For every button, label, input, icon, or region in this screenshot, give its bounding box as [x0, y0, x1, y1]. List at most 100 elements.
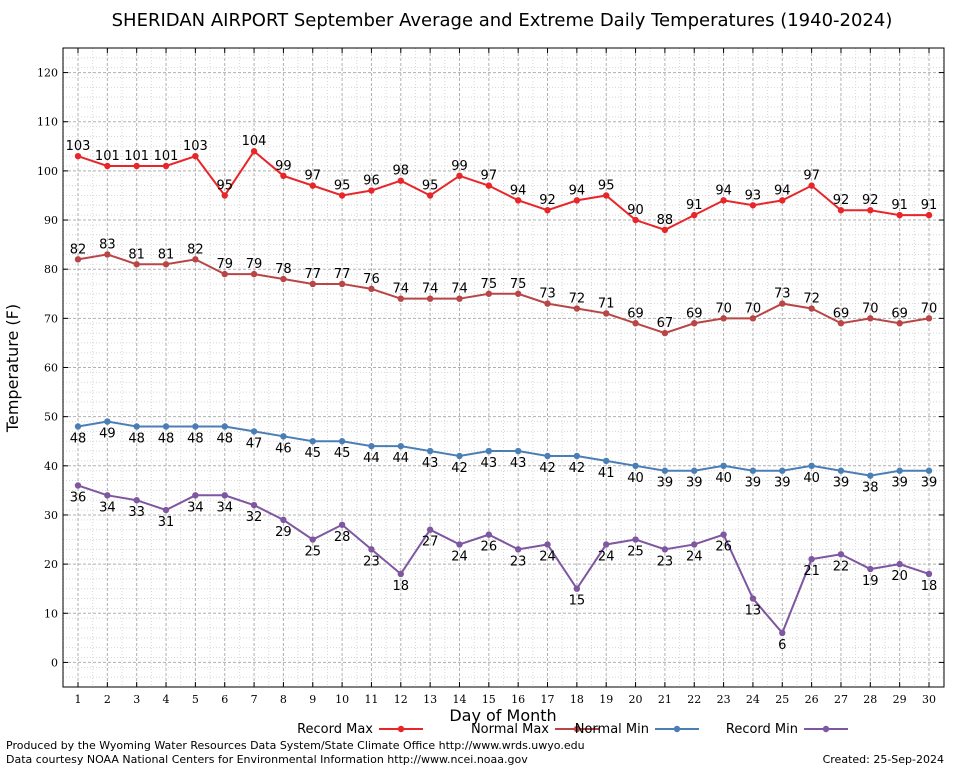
record-max-point	[280, 172, 287, 179]
normal-max-point	[368, 285, 375, 293]
normal-max-data-label: 69	[891, 306, 908, 321]
normal-min-data-label: 38	[862, 481, 879, 496]
x-tick-label: 25	[775, 693, 789, 706]
x-tick-label: 21	[658, 693, 672, 706]
normal-min-data-label: 43	[510, 456, 527, 471]
normal-min-point	[573, 452, 581, 460]
record-max-point	[250, 148, 258, 155]
credit-line-1: Produced by the Wyoming Water Resources …	[6, 739, 585, 752]
normal-min-data-label: 43	[481, 456, 498, 471]
record-min-data-label: 24	[598, 549, 615, 564]
normal-max-point	[74, 256, 82, 263]
normal-min-data-label: 49	[99, 427, 116, 442]
normal-min-data-label: 48	[128, 431, 145, 446]
normal-min-data-label: 45	[334, 446, 351, 461]
record-max-data-label: 97	[803, 169, 820, 184]
normal-min-series: 48 49 48 48 48 48 47 46 45 45 44 44 43 42 43 43 42 42 41 40…	[70, 418, 937, 496]
normal-max-data-label: 72	[803, 292, 820, 307]
normal-max-data-label: 72	[569, 292, 586, 307]
record-max-point	[426, 192, 434, 199]
normal-max-data-label: 73	[774, 287, 791, 302]
normal-min-point	[368, 442, 375, 450]
record-min-data-label: 34	[187, 500, 204, 515]
x-tick-label: 6	[221, 693, 228, 706]
x-tick-label: 17	[541, 693, 555, 706]
record-min-data-label: 13	[745, 604, 762, 619]
record-min-data-label: 29	[275, 525, 292, 540]
normal-max-point	[925, 315, 933, 322]
normal-max-data-label: 75	[510, 277, 527, 292]
x-tick-label: 7	[251, 693, 258, 706]
legend-label-normal-min: Normal Min	[575, 722, 649, 737]
record-min-data-label: 36	[70, 490, 87, 505]
record-min-data-label: 21	[803, 564, 820, 579]
record-max-data-label: 95	[598, 178, 615, 193]
normal-max-point	[808, 305, 815, 312]
record-min-point	[720, 531, 727, 538]
normal-max-data-label: 69	[627, 306, 644, 321]
record-max-point	[485, 182, 493, 189]
normal-max-point	[720, 315, 727, 322]
record-max-point	[632, 216, 639, 224]
normal-min-point	[661, 467, 669, 474]
record-max-data-label: 101	[124, 149, 149, 164]
record-min-data-label: 24	[451, 549, 468, 564]
normal-max-data-label: 70	[745, 301, 762, 316]
y-tick-label: 40	[44, 460, 58, 473]
normal-max-point	[779, 300, 786, 307]
normal-max-point	[896, 320, 903, 327]
normal-min-point	[691, 467, 698, 474]
normal-min-data-label: 48	[216, 431, 233, 446]
record-min-point	[368, 546, 375, 553]
normal-min-data-label: 40	[627, 471, 644, 486]
record-max-point	[867, 207, 874, 214]
record-min-data-label: 27	[422, 535, 439, 550]
normal-min-data-label: 40	[803, 471, 820, 486]
normal-max-data-label: 78	[275, 262, 292, 277]
normal-max-point	[514, 290, 522, 297]
record-min-point	[162, 506, 170, 514]
record-min-data-label: 26	[715, 540, 732, 555]
record-max-data-label: 96	[363, 174, 380, 189]
record-min-point	[133, 497, 140, 504]
record-min-data-label: 15	[569, 594, 586, 609]
record-min-point	[397, 570, 404, 578]
normal-min-point	[632, 462, 639, 470]
normal-min-data-label: 39	[774, 476, 791, 491]
record-max-data-label: 103	[66, 139, 91, 154]
normal-max-data-label: 73	[539, 287, 556, 302]
record-max-point	[896, 211, 903, 219]
record-max-data-label: 95	[334, 178, 351, 193]
record-min-point	[250, 501, 258, 509]
normal-min-point	[749, 467, 757, 474]
record-max-data-label: 94	[510, 183, 527, 198]
record-max-point	[74, 152, 82, 160]
record-min-data-label: 22	[833, 559, 850, 574]
record-min-data-label: 23	[510, 554, 527, 569]
normal-min-data-label: 48	[158, 431, 175, 446]
record-max-point	[837, 207, 845, 214]
x-tick-label: 16	[511, 693, 525, 706]
normal-min-point	[104, 418, 111, 425]
normal-max-data-label: 79	[246, 257, 263, 272]
normal-min-point	[808, 462, 815, 470]
record-min-data-label: 34	[216, 500, 233, 515]
record-min-point	[632, 536, 639, 543]
record-max-point	[368, 187, 375, 194]
record-max-point	[661, 226, 669, 234]
record-min-data-label: 23	[363, 554, 380, 569]
y-tick-label: 70	[44, 312, 58, 325]
y-tick-label: 30	[44, 509, 58, 522]
record-min-point	[544, 541, 551, 548]
legend-label-record-min: Record Min	[726, 722, 798, 737]
record-min-data-label: 31	[158, 515, 175, 530]
record-max-data-label: 92	[862, 193, 879, 208]
record-min-data-label: 6	[778, 638, 786, 653]
normal-min-point	[720, 462, 727, 470]
record-max-data-label: 97	[304, 169, 321, 184]
normal-max-point	[162, 261, 170, 268]
record-min-data-label: 34	[99, 500, 116, 515]
credit-line-2: Data courtesy NOAA National Centers for …	[6, 753, 528, 766]
normal-min-data-label: 48	[70, 431, 87, 446]
